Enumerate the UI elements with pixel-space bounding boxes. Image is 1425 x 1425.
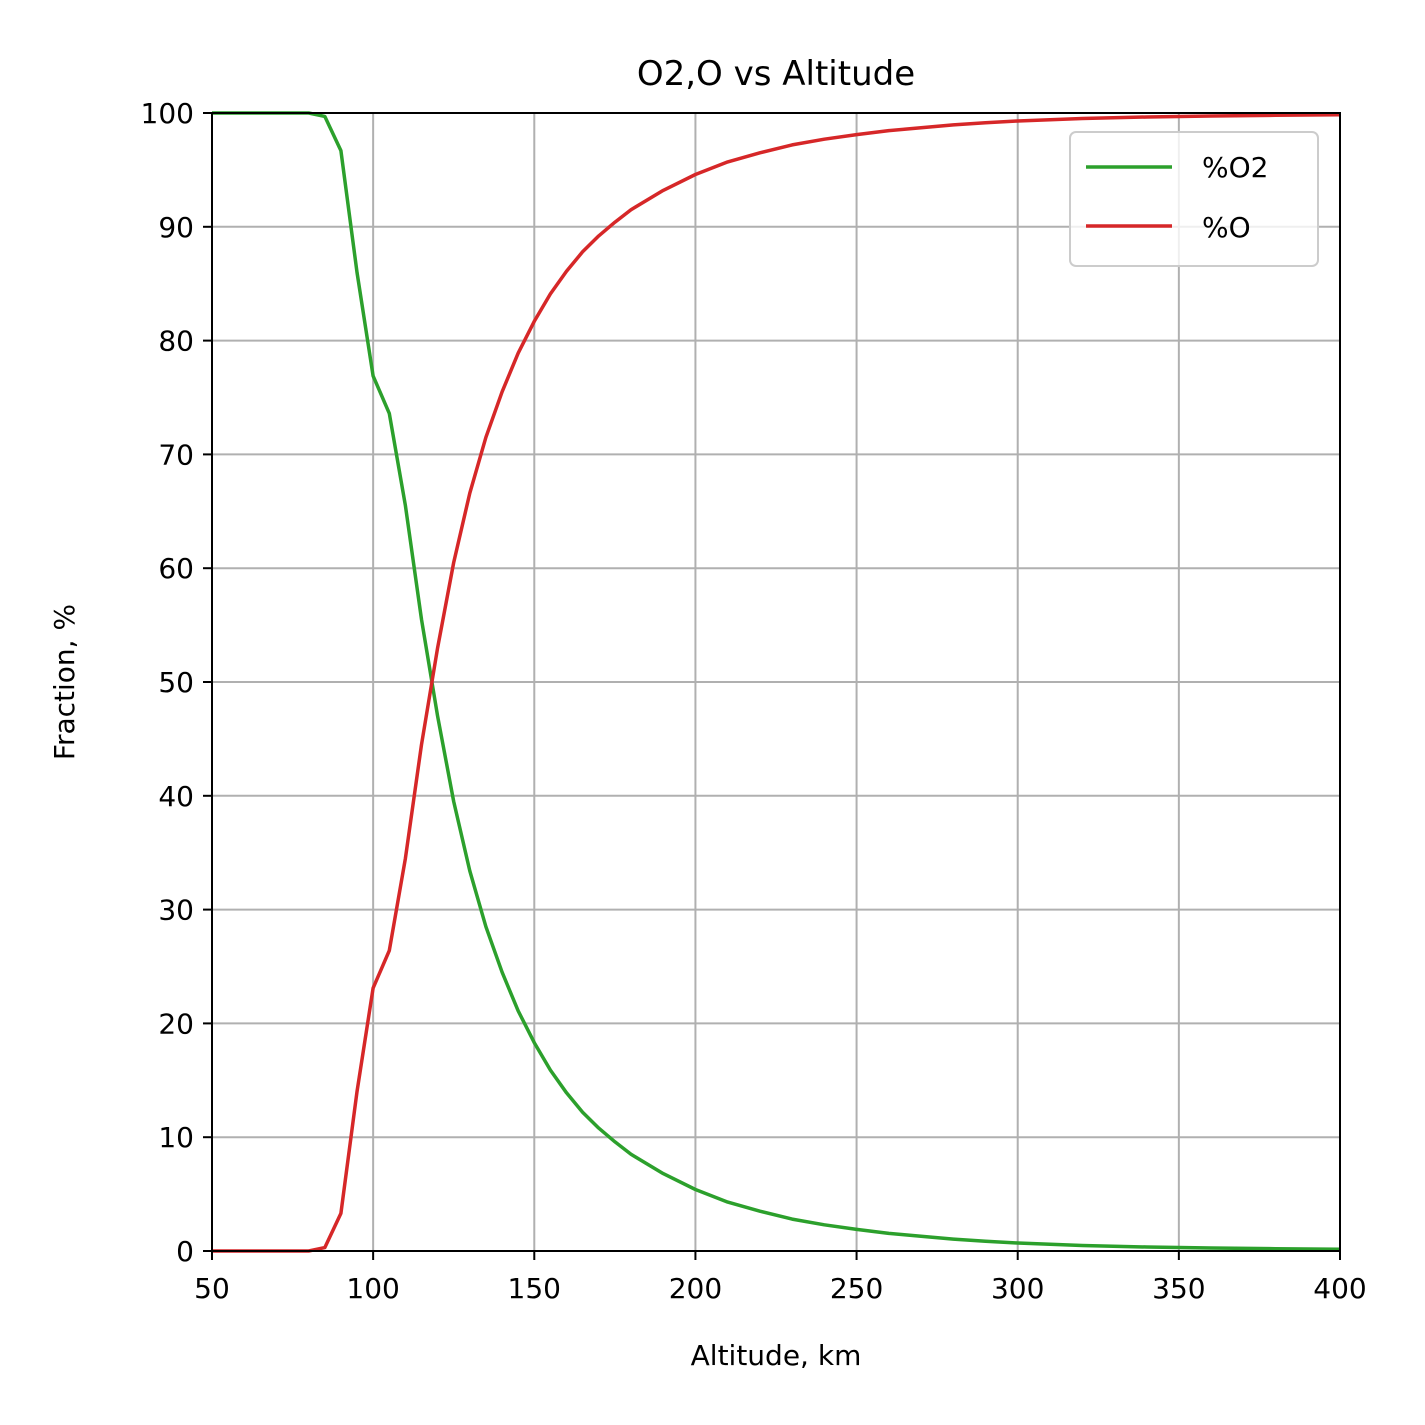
legend: %O2 %O bbox=[1069, 131, 1319, 267]
y-tick-label: 90 bbox=[158, 211, 194, 244]
legend-label-o: %O bbox=[1202, 211, 1251, 244]
x-tick-label: 50 bbox=[194, 1272, 230, 1305]
y-tick-label: 30 bbox=[158, 894, 194, 927]
y-axis-title: Fraction, % bbox=[48, 604, 81, 760]
x-tick-label: 300 bbox=[991, 1272, 1044, 1305]
y-tick-label: 0 bbox=[176, 1235, 194, 1268]
y-tick-label: 20 bbox=[158, 1007, 194, 1040]
series-line-o bbox=[212, 112, 1341, 1253]
y-tick-label: 70 bbox=[158, 438, 194, 471]
axis-ticks: 50 100 150 200 250 300 350 400 0 10 20 30 40 50 60 70 80… bbox=[141, 97, 1367, 1305]
series-line-o2 bbox=[212, 111, 1341, 1252]
y-tick-label: 60 bbox=[158, 552, 194, 585]
series-lines bbox=[212, 111, 1341, 1253]
x-tick-label: 350 bbox=[1152, 1272, 1205, 1305]
y-tick-label: 40 bbox=[158, 780, 194, 813]
x-tick-label: 400 bbox=[1313, 1272, 1366, 1305]
legend-box bbox=[1069, 131, 1319, 267]
y-tick-label: 50 bbox=[158, 666, 194, 699]
x-tick-label: 250 bbox=[830, 1272, 883, 1305]
x-tick-label: 150 bbox=[508, 1272, 561, 1305]
chart-title: O2,O vs Altitude bbox=[637, 54, 915, 94]
x-tick-label: 200 bbox=[669, 1272, 722, 1305]
y-tick-label: 10 bbox=[158, 1121, 194, 1154]
x-axis-title: Altitude, km bbox=[691, 1339, 862, 1372]
y-tick-label: 80 bbox=[158, 325, 194, 358]
x-tick-label: 100 bbox=[346, 1272, 399, 1305]
legend-label-o2: %O2 bbox=[1202, 151, 1268, 184]
y-tick-label: 100 bbox=[141, 97, 194, 130]
